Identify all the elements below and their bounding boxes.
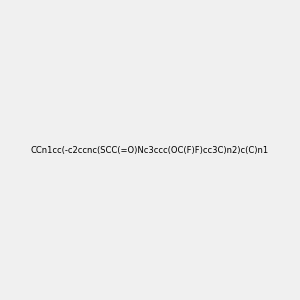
Text: CCn1cc(-c2ccnc(SCC(=O)Nc3ccc(OC(F)F)cc3C)n2)c(C)n1: CCn1cc(-c2ccnc(SCC(=O)Nc3ccc(OC(F)F)cc3C…	[31, 146, 269, 154]
